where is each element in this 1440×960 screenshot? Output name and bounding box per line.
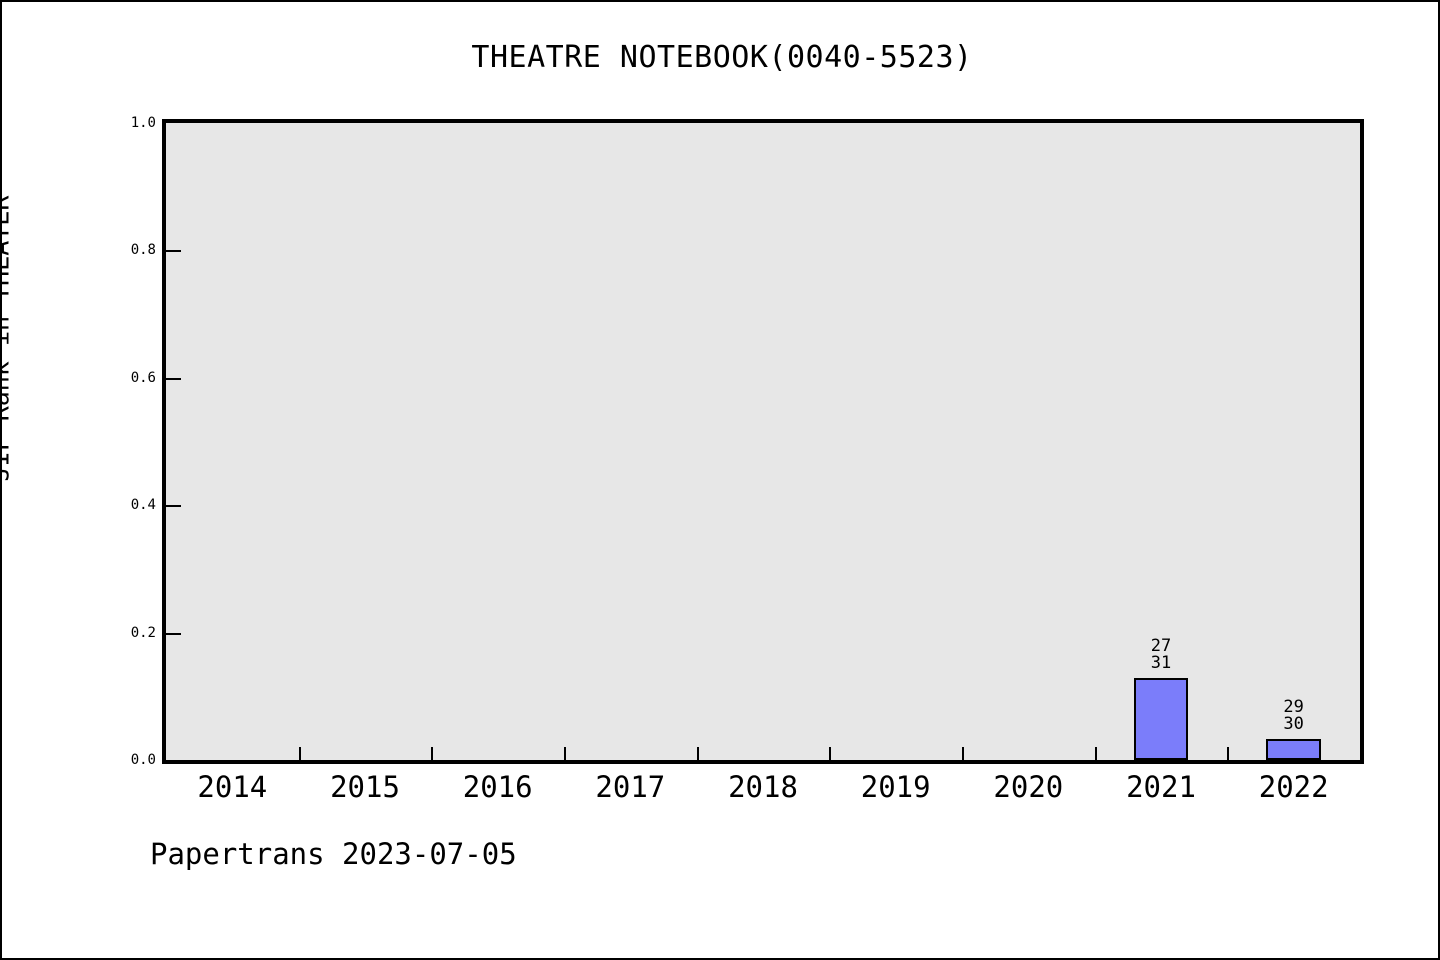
x-tick-mark [431, 747, 434, 760]
x-tick-mark [696, 747, 699, 760]
y-tick-mark [166, 377, 181, 380]
bar-value-label: 27 31 [1081, 635, 1241, 673]
y-tick-label: 0.8 [130, 242, 156, 259]
y-tick-label: 1.0 [130, 115, 156, 131]
plot-area: 27 31 29 30 [162, 119, 1364, 764]
y-tick-label: 0.6 [130, 369, 156, 386]
bar-2021[interactable] [1133, 677, 1189, 760]
y-tick-mark [166, 632, 181, 635]
y-tick-label: 0.2 [130, 624, 156, 641]
bar-2022[interactable] [1266, 738, 1321, 760]
y-tick-label: 0.4 [130, 497, 156, 514]
y-tick-mark [166, 505, 181, 508]
x-tick-label: 2020 [993, 770, 1064, 804]
x-tick-mark [298, 747, 301, 760]
x-tick-label: 2014 [197, 770, 268, 804]
bar-total-value: 31 [1150, 652, 1172, 673]
x-tick-mark [829, 747, 832, 760]
plot-inner: 27 31 29 30 [166, 123, 1360, 760]
x-tick-mark [1094, 747, 1097, 760]
x-tick-mark [962, 747, 964, 760]
bar-value-label: 29 30 [1214, 696, 1374, 734]
bar-total-value: 30 [1283, 713, 1304, 734]
x-tick-label: 2016 [462, 770, 533, 804]
footer-note: Papertrans 2023-07-05 [150, 837, 517, 871]
x-tick-label: 2017 [595, 770, 666, 804]
x-tick-label: 2021 [1126, 770, 1196, 804]
x-tick-label: 2018 [728, 770, 798, 804]
y-axis-label: JIF Rank in THEATER [0, 195, 15, 482]
x-tick-label: 2022 [1258, 770, 1329, 804]
x-tick-mark [1227, 747, 1230, 760]
bar-rank-value: 27 [1150, 635, 1172, 656]
bar-rank-value: 29 [1283, 696, 1304, 717]
x-tick-label: 2015 [330, 770, 400, 804]
page-title: THEATRE NOTEBOOK(0040-5523) [471, 40, 973, 75]
x-tick-label: 2019 [860, 770, 931, 804]
y-tick-mark [166, 250, 181, 253]
y-tick-label: 0.0 [130, 752, 156, 768]
x-tick-mark [564, 747, 566, 760]
